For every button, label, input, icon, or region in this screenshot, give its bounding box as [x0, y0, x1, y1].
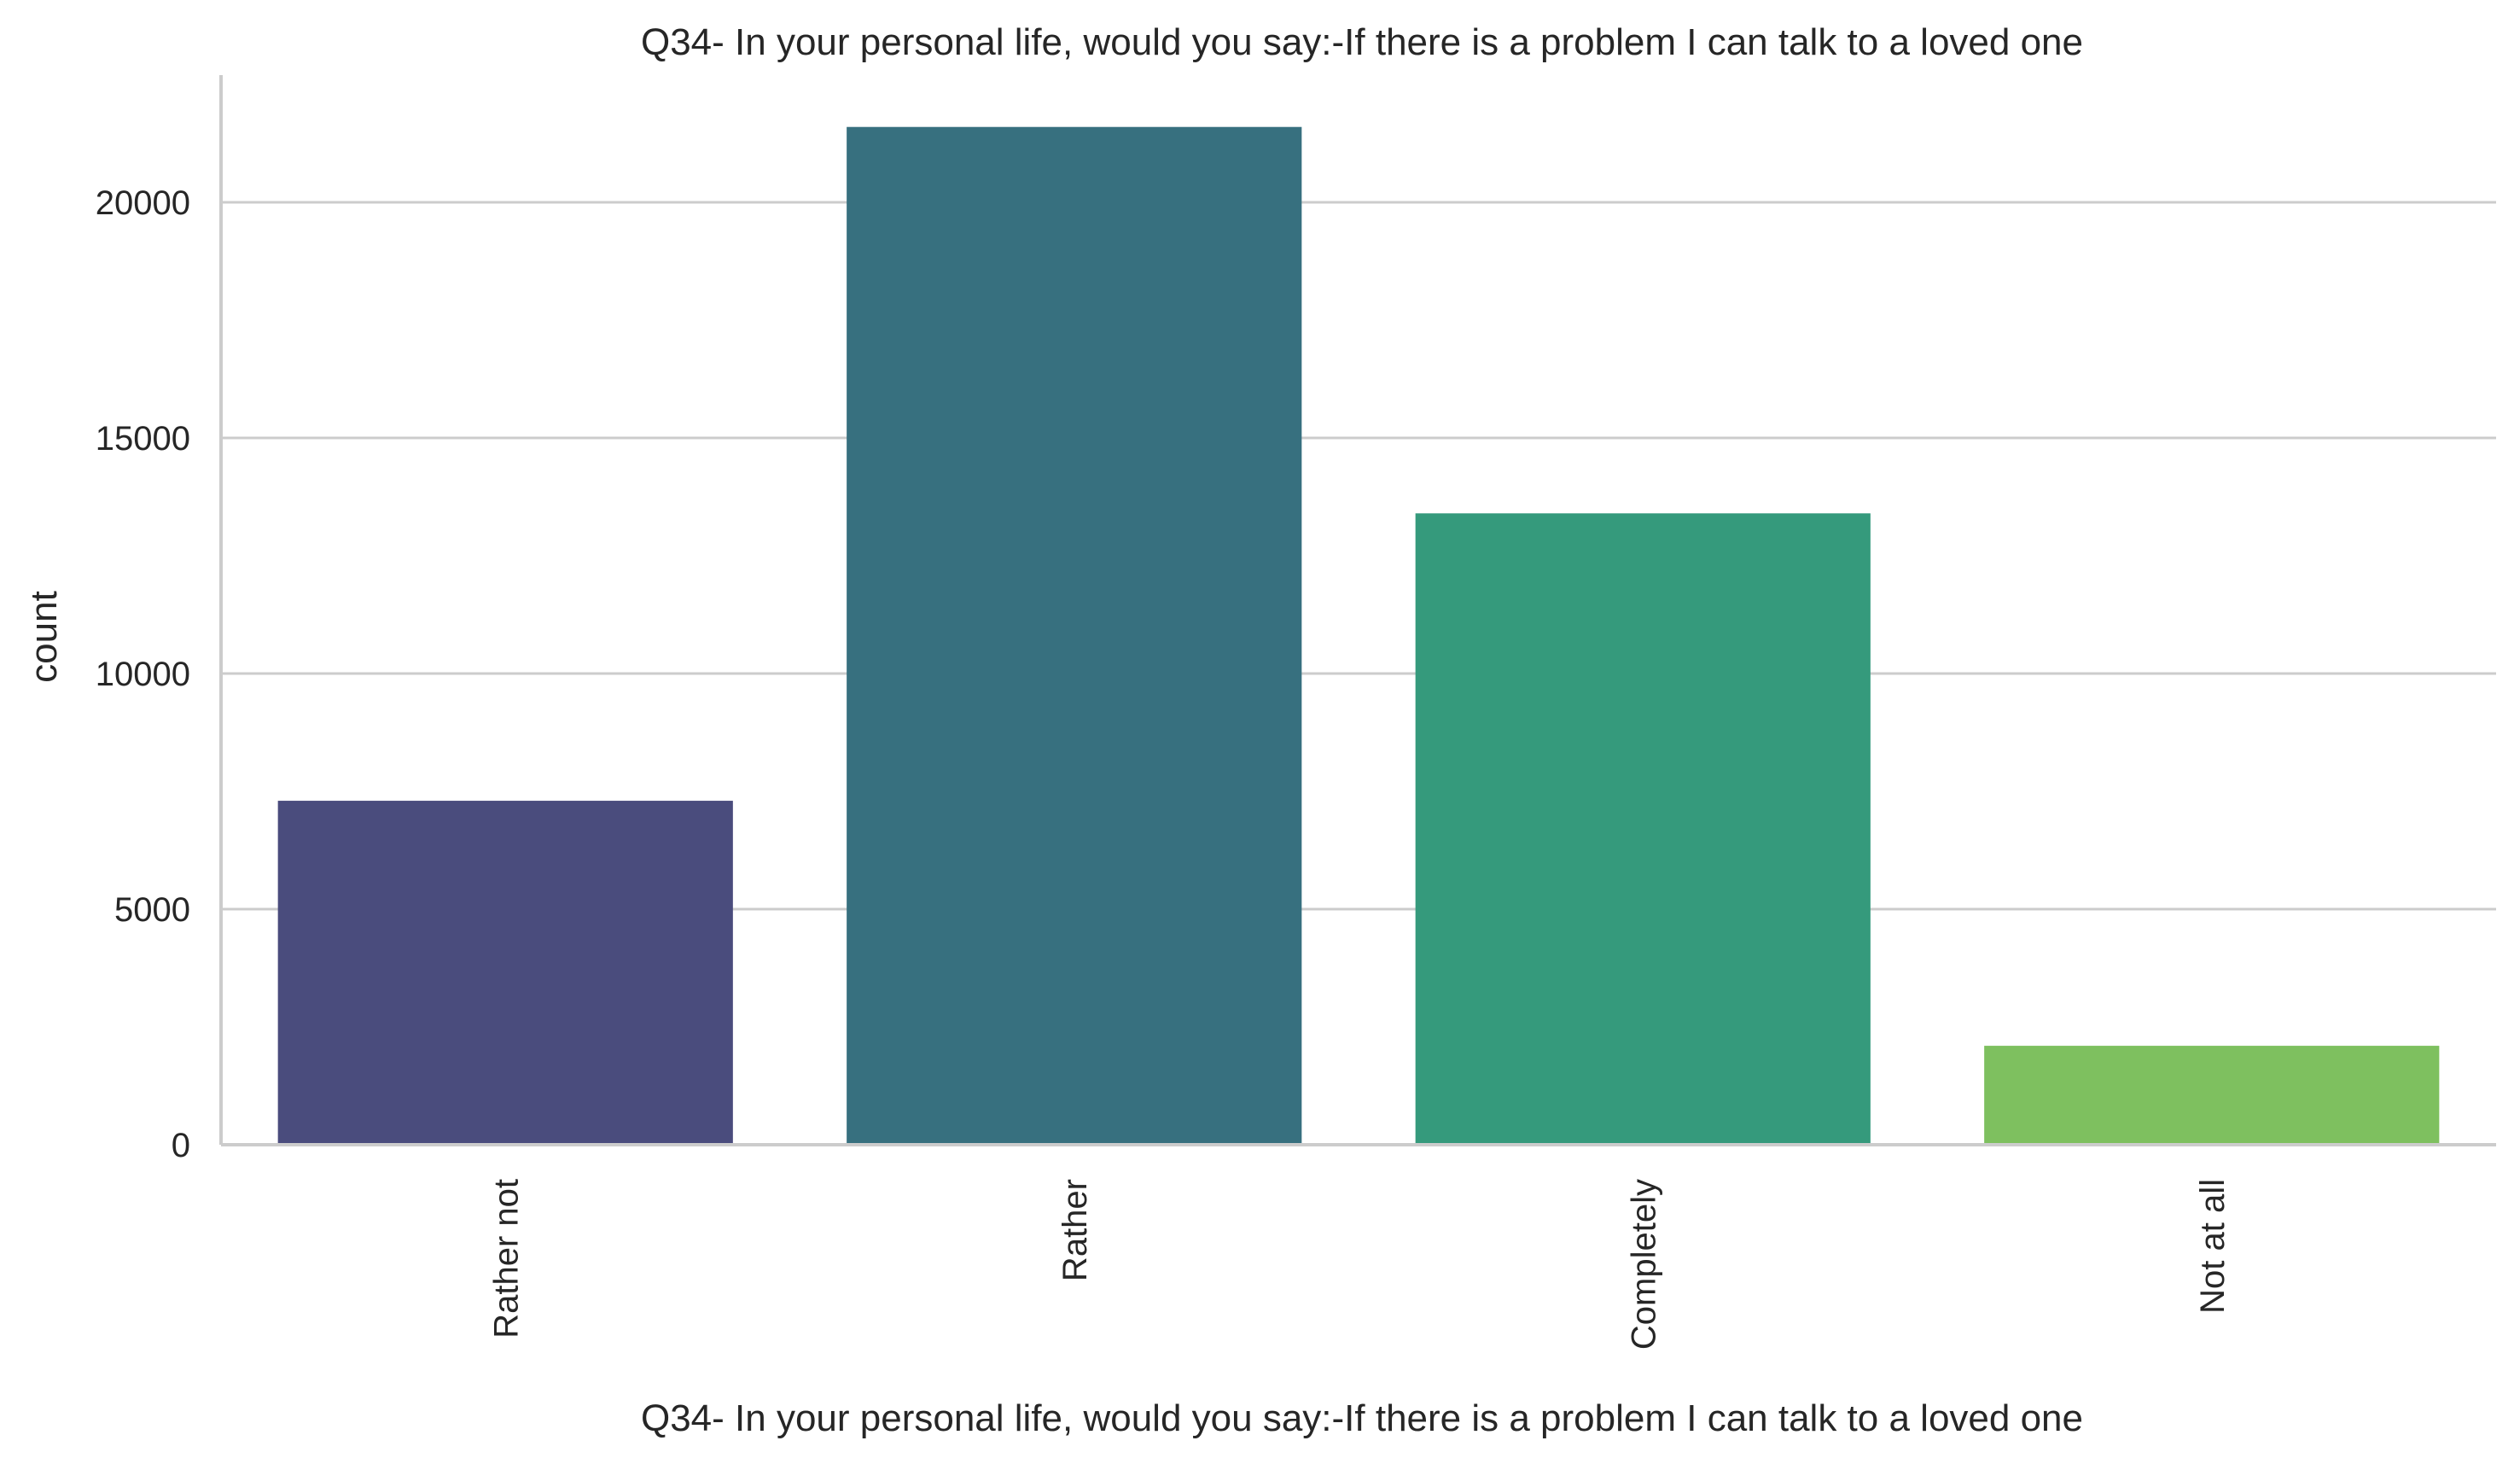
y-tick-20000: 20000 [96, 184, 190, 222]
y-tick-0: 0 [172, 1127, 190, 1164]
bar-not-at-all [1984, 1046, 2440, 1145]
bar-rather-not [277, 801, 733, 1145]
y-tick-labels: 0 5000 10000 15000 20000 [96, 184, 190, 1164]
bars [277, 126, 2440, 1146]
x-axis-label: Q34- In your personal life, would you sa… [641, 1397, 2083, 1439]
y-tick-10000: 10000 [96, 656, 190, 693]
y-tick-5000: 5000 [114, 891, 190, 929]
bar-completely [1415, 513, 1871, 1145]
y-tick-15000: 15000 [96, 420, 190, 458]
x-tick-completely: Completely [1625, 1179, 1662, 1350]
grid-lines [221, 201, 2496, 911]
bar-rather [847, 126, 1302, 1146]
x-tick-not-at-all: Not at all [2194, 1179, 2232, 1314]
y-axis-label: count [23, 591, 65, 683]
x-tick-rather-not: Rather not [487, 1179, 525, 1339]
chart-title: Q34- In your personal life, would you sa… [641, 21, 2083, 63]
axes [219, 75, 2496, 1146]
x-tick-rather: Rather [1056, 1179, 1094, 1281]
x-tick-labels: Rather not Rather Completely Not at all [487, 1179, 2232, 1350]
